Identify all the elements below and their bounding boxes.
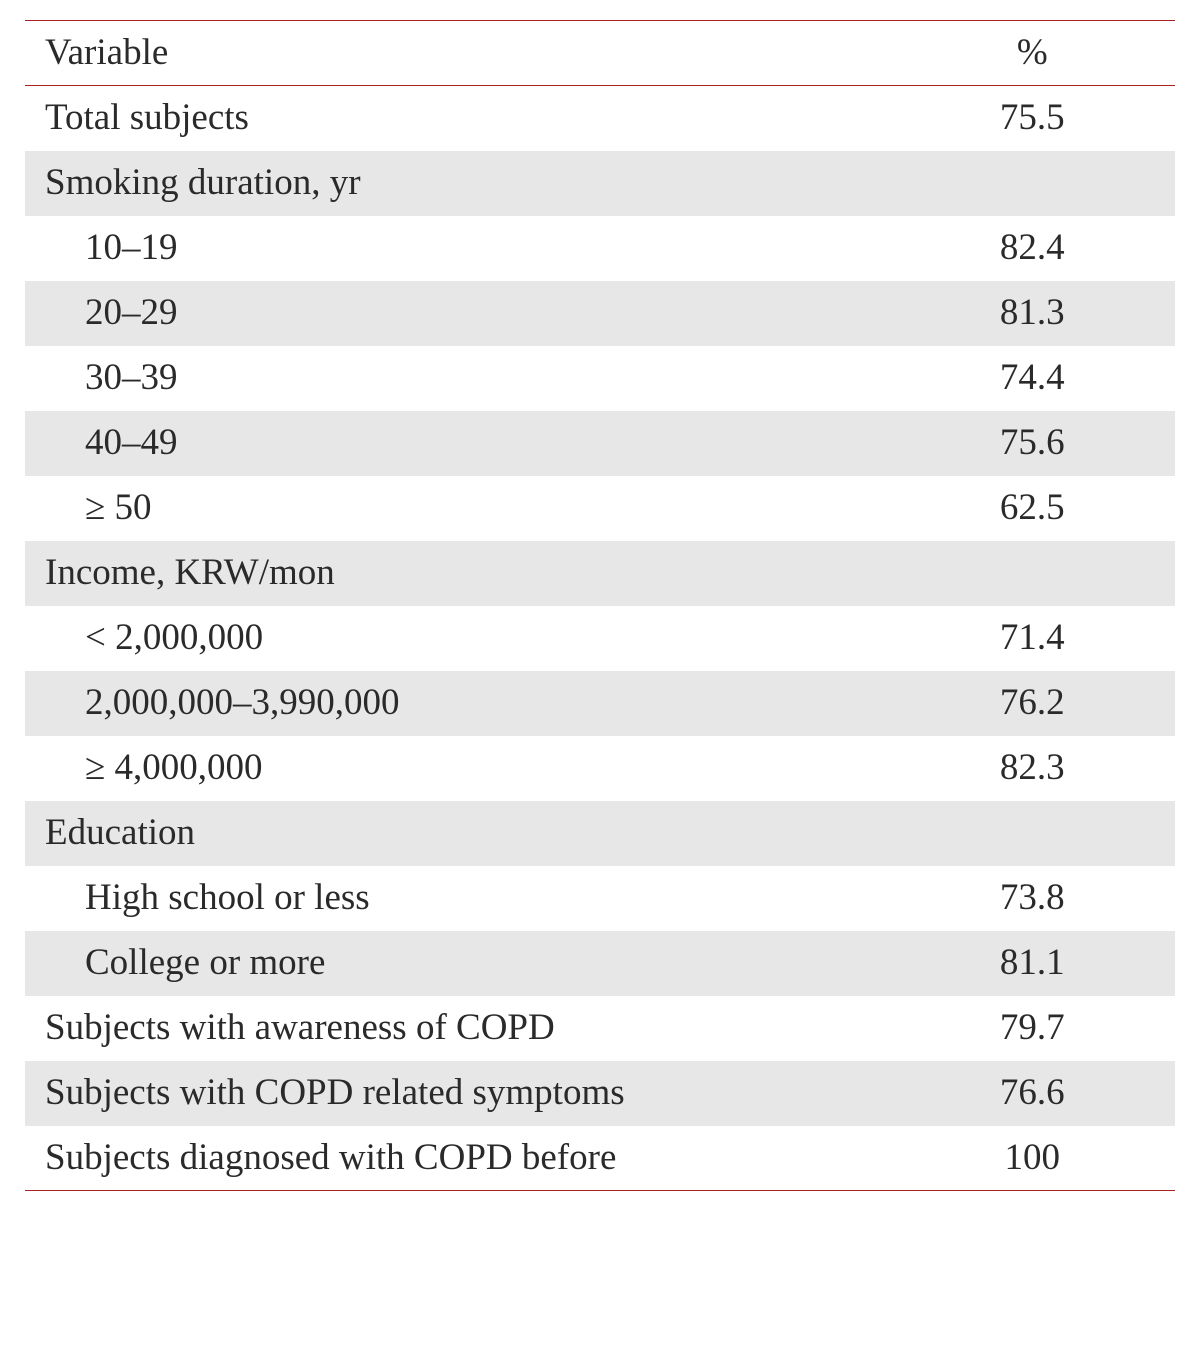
row-value: 73.8: [888, 866, 1176, 931]
row-label: High school or less: [25, 866, 888, 931]
table-row: College or more81.1: [25, 931, 1175, 996]
row-value: [888, 151, 1176, 216]
table-row: Subjects with awareness of COPD79.7: [25, 996, 1175, 1061]
row-value: 62.5: [888, 476, 1176, 541]
table-row: < 2,000,00071.4: [25, 606, 1175, 671]
row-value: 75.6: [888, 411, 1176, 476]
row-label: Subjects with awareness of COPD: [25, 996, 888, 1061]
row-label: Income, KRW/mon: [25, 541, 888, 606]
table-row: ≥ 5062.5: [25, 476, 1175, 541]
row-value: 71.4: [888, 606, 1176, 671]
table-row: 20–2981.3: [25, 281, 1175, 346]
row-label: Smoking duration, yr: [25, 151, 888, 216]
table-row: 40–4975.6: [25, 411, 1175, 476]
row-label: Education: [25, 801, 888, 866]
row-value: 76.2: [888, 671, 1176, 736]
row-value: 79.7: [888, 996, 1176, 1061]
row-value: 81.3: [888, 281, 1176, 346]
row-label: ≥ 50: [25, 476, 888, 541]
table-row: High school or less73.8: [25, 866, 1175, 931]
row-value: 82.3: [888, 736, 1176, 801]
row-label: 20–29: [25, 281, 888, 346]
table-row: 10–1982.4: [25, 216, 1175, 281]
table-row: Subjects with COPD related symptoms76.6: [25, 1061, 1175, 1126]
row-value: 75.5: [888, 86, 1176, 151]
row-label: College or more: [25, 931, 888, 996]
table-row: 30–3974.4: [25, 346, 1175, 411]
row-label: Subjects with COPD related symptoms: [25, 1061, 888, 1126]
row-label: ≥ 4,000,000: [25, 736, 888, 801]
row-value: 82.4: [888, 216, 1176, 281]
row-value: [888, 801, 1176, 866]
row-label: 40–49: [25, 411, 888, 476]
table-row: Total subjects75.5: [25, 86, 1175, 151]
row-label: 30–39: [25, 346, 888, 411]
table-row: Smoking duration, yr: [25, 151, 1175, 216]
table-row: Income, KRW/mon: [25, 541, 1175, 606]
table-row: ≥ 4,000,00082.3: [25, 736, 1175, 801]
header-variable: Variable: [25, 21, 888, 86]
header-percent: %: [888, 21, 1176, 86]
row-label: Subjects diagnosed with COPD before: [25, 1126, 888, 1191]
table-header-row: Variable %: [25, 21, 1175, 86]
data-table: Variable % Total subjects75.5Smoking dur…: [25, 20, 1175, 1191]
row-label: < 2,000,000: [25, 606, 888, 671]
row-label: 2,000,000–3,990,000: [25, 671, 888, 736]
row-label: 10–19: [25, 216, 888, 281]
table-row: Education: [25, 801, 1175, 866]
table-row: 2,000,000–3,990,00076.2: [25, 671, 1175, 736]
table-body: Variable % Total subjects75.5Smoking dur…: [25, 21, 1175, 1191]
table-container: Variable % Total subjects75.5Smoking dur…: [0, 0, 1200, 1211]
row-value: 81.1: [888, 931, 1176, 996]
row-value: [888, 541, 1176, 606]
row-value: 74.4: [888, 346, 1176, 411]
table-row: Subjects diagnosed with COPD before100: [25, 1126, 1175, 1191]
row-value: 100: [888, 1126, 1176, 1191]
row-label: Total subjects: [25, 86, 888, 151]
row-value: 76.6: [888, 1061, 1176, 1126]
